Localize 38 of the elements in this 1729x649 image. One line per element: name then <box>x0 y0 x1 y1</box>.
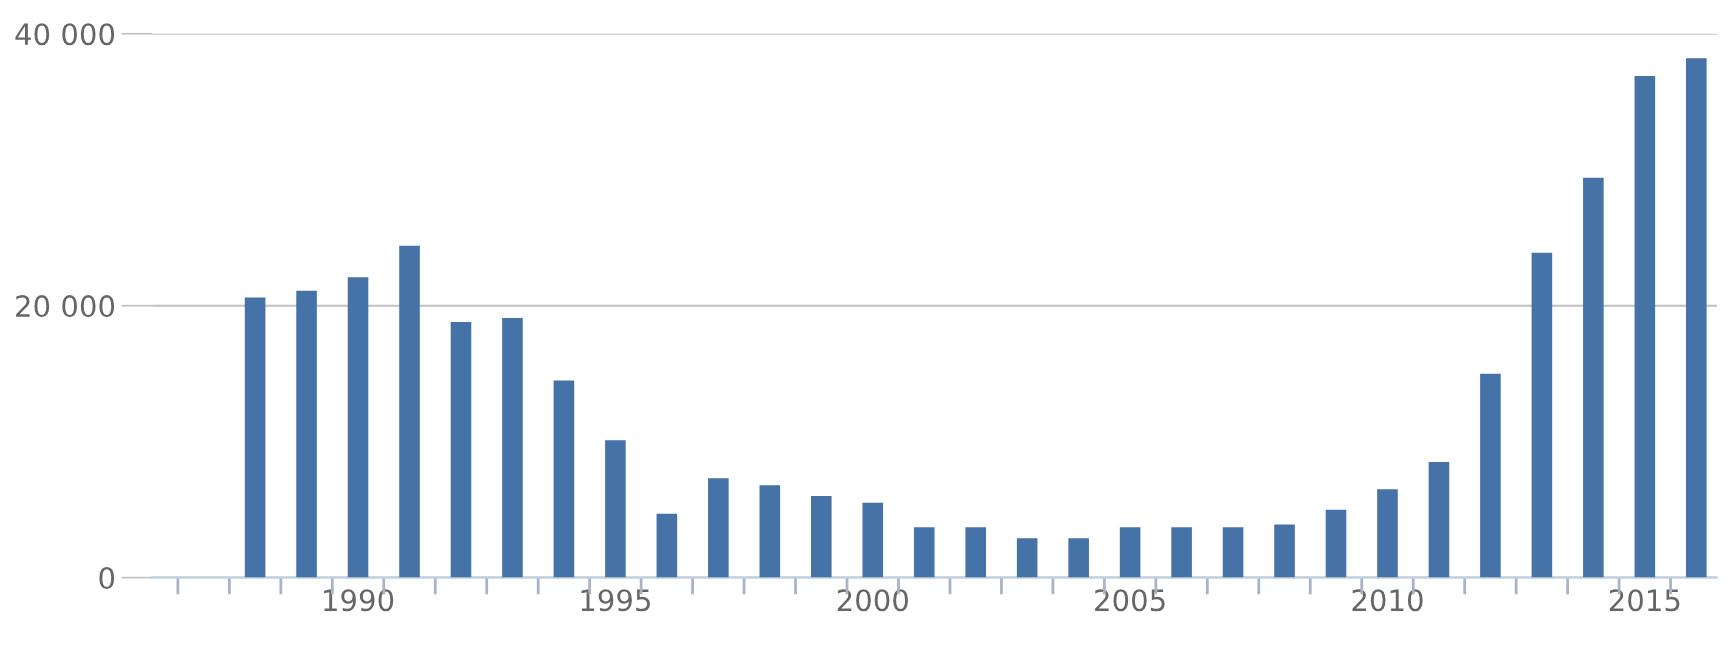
x-tick-label: 1990 <box>324 589 394 612</box>
bar <box>759 485 781 578</box>
bar <box>399 245 420 578</box>
x-tick-label: 2000 <box>837 589 908 612</box>
bar <box>347 277 369 578</box>
bar <box>553 380 575 578</box>
bar <box>1119 527 1141 578</box>
bar <box>605 440 626 578</box>
bar <box>913 527 935 578</box>
bar <box>296 290 317 578</box>
bar <box>1686 58 1707 578</box>
bar <box>1531 252 1553 578</box>
y-tick-label: 20 000 <box>16 295 115 318</box>
bar <box>1274 524 1295 578</box>
bar <box>708 478 729 578</box>
x-tick-label: 2010 <box>1352 589 1423 612</box>
bar <box>1171 527 1192 578</box>
bar <box>1583 177 1604 578</box>
bar <box>810 496 832 578</box>
bar <box>1480 373 1501 578</box>
x-tick-label: 2015 <box>1609 589 1680 612</box>
bar <box>450 321 472 578</box>
bar <box>1068 538 1089 578</box>
bar <box>1377 489 1398 578</box>
y-tick-label: 40 000 <box>15 23 115 46</box>
bar <box>244 297 266 578</box>
bar <box>1428 462 1450 578</box>
y-tick-label: 0 <box>99 567 115 590</box>
bar <box>1634 75 1656 578</box>
bar <box>1016 538 1038 578</box>
bar <box>656 513 678 578</box>
bar <box>862 502 884 578</box>
bar <box>965 527 986 578</box>
x-tick-label: 1995 <box>581 589 650 612</box>
bar <box>1325 509 1347 578</box>
bar <box>502 317 523 578</box>
bar <box>1222 527 1244 578</box>
x-tick-label: 2005 <box>1095 589 1165 612</box>
